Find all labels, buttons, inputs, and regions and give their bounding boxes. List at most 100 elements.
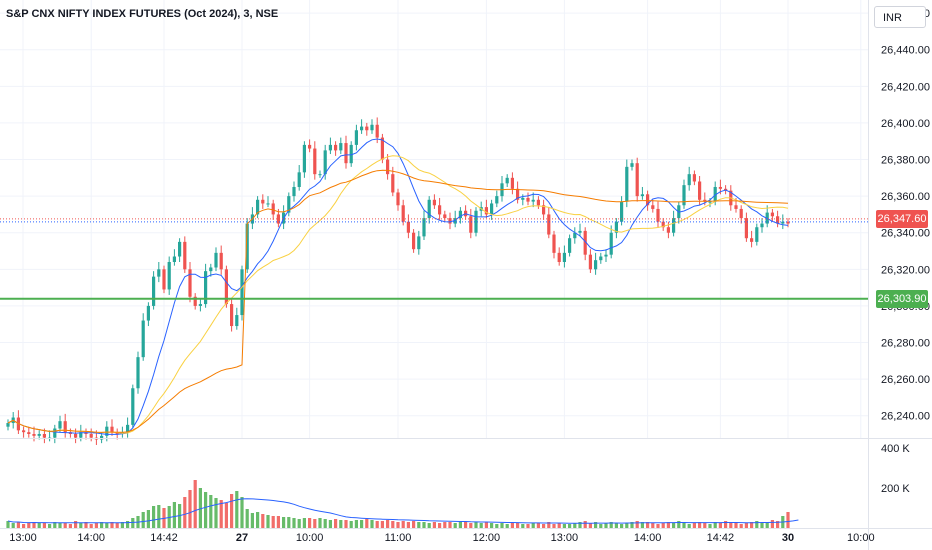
time-tick-label: 10:00 <box>847 532 875 544</box>
price-tick-label: 26,280.00 <box>881 338 930 350</box>
time-tick-label: 14:00 <box>634 532 662 544</box>
candle-body <box>568 238 572 253</box>
candle-body <box>698 181 702 200</box>
candle-body <box>365 126 369 131</box>
volume-bar <box>401 521 405 528</box>
volume-bar <box>614 523 618 528</box>
candle-body <box>443 214 447 219</box>
candle-body <box>42 434 46 438</box>
volume-bar <box>682 522 686 528</box>
volume-bar <box>266 515 270 528</box>
volume-bar <box>198 488 202 528</box>
candle-body <box>297 172 301 187</box>
candle-body <box>432 199 436 206</box>
candle-body <box>510 177 514 189</box>
volume-bar <box>365 519 369 528</box>
volume-bar <box>776 521 780 528</box>
volume-bar <box>349 521 353 528</box>
candle-body <box>370 124 374 131</box>
volume-bar <box>204 492 208 528</box>
volume-bar <box>328 520 332 528</box>
volume-bar <box>6 521 10 528</box>
volume-bar <box>661 523 665 528</box>
candle-body <box>490 203 494 215</box>
volume-bar <box>672 523 676 528</box>
candle-body <box>505 177 509 184</box>
candle-body <box>302 144 306 173</box>
candle-body <box>79 432 83 438</box>
candle-body <box>495 196 499 204</box>
candle-body <box>604 254 608 257</box>
volume-bar <box>458 522 462 528</box>
volume-bar <box>526 524 530 528</box>
candle-body <box>526 197 530 202</box>
volume-bar <box>542 524 546 528</box>
volume-bar <box>464 522 468 528</box>
candle-body <box>630 163 634 167</box>
price-tick-label: 26,240.00 <box>881 411 930 423</box>
volume-bar <box>734 522 738 528</box>
candle-body <box>256 199 260 215</box>
volume-bar <box>110 522 114 528</box>
candle-body <box>292 186 296 197</box>
candle-body <box>261 199 265 204</box>
volume-bar <box>573 523 577 528</box>
candle-body <box>536 199 540 206</box>
volume-bar <box>531 523 535 528</box>
time-tick-label: 27 <box>236 532 248 544</box>
candle-body <box>287 196 291 213</box>
volume-bar <box>760 523 764 528</box>
candle-body <box>58 421 62 429</box>
volume-bar <box>396 522 400 528</box>
volume-bar <box>344 520 348 528</box>
candle-body <box>214 252 218 268</box>
currency-selector[interactable]: INR <box>874 6 926 28</box>
volume-bar <box>770 520 774 528</box>
candle-body <box>89 434 93 438</box>
candle-body <box>126 424 130 433</box>
volume-bar <box>620 524 624 528</box>
candle-body <box>562 252 566 262</box>
volume-bar <box>755 521 759 528</box>
volume-bar <box>308 518 312 528</box>
volume-bar <box>386 520 390 528</box>
candle-body <box>661 221 665 228</box>
candle-body <box>713 186 717 202</box>
volume-bar <box>84 522 88 528</box>
volume-bar <box>698 522 702 528</box>
volume-bar <box>245 509 249 528</box>
candle-body <box>594 260 598 270</box>
volume-bar <box>250 513 254 528</box>
volume-bar <box>89 524 93 528</box>
candle-body <box>744 218 748 239</box>
volume-bar <box>360 520 364 528</box>
candle-body <box>110 426 114 433</box>
volume-bar <box>448 522 452 528</box>
candle-body <box>380 137 384 160</box>
volume-bar <box>230 494 234 528</box>
volume-bar <box>42 523 46 528</box>
volume-bars <box>6 480 790 528</box>
volume-bar <box>625 523 629 528</box>
candle-body <box>131 388 135 425</box>
candle-body <box>354 130 358 145</box>
candle-body <box>578 230 582 233</box>
candle-body <box>557 252 561 262</box>
volume-bar <box>744 523 748 528</box>
volume-bar <box>256 512 260 528</box>
chart-grid <box>0 0 868 438</box>
volume-bar <box>79 523 83 528</box>
volume-bar <box>391 521 395 528</box>
candle-body <box>328 144 332 151</box>
volume-bar <box>193 480 197 528</box>
candle-body <box>406 221 410 233</box>
volume-bar <box>100 522 104 528</box>
volume-bar <box>37 523 41 528</box>
candle-body <box>141 320 145 358</box>
volume-bar <box>188 490 192 528</box>
candle-body <box>271 203 275 215</box>
level-price-label: 26,303.90 <box>876 289 928 308</box>
volume-bar <box>630 522 634 528</box>
price-tick-label: 26,400.00 <box>881 118 930 130</box>
